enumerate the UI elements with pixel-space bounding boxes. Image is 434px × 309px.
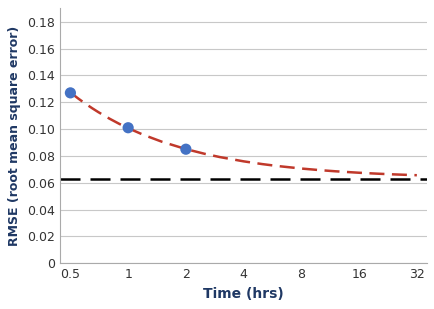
Y-axis label: RMSE (root mean square error): RMSE (root mean square error): [8, 26, 21, 246]
Point: [67, 91, 74, 95]
X-axis label: Time (hrs): Time (hrs): [202, 287, 283, 301]
Point: [125, 125, 132, 130]
Point: [182, 147, 189, 152]
